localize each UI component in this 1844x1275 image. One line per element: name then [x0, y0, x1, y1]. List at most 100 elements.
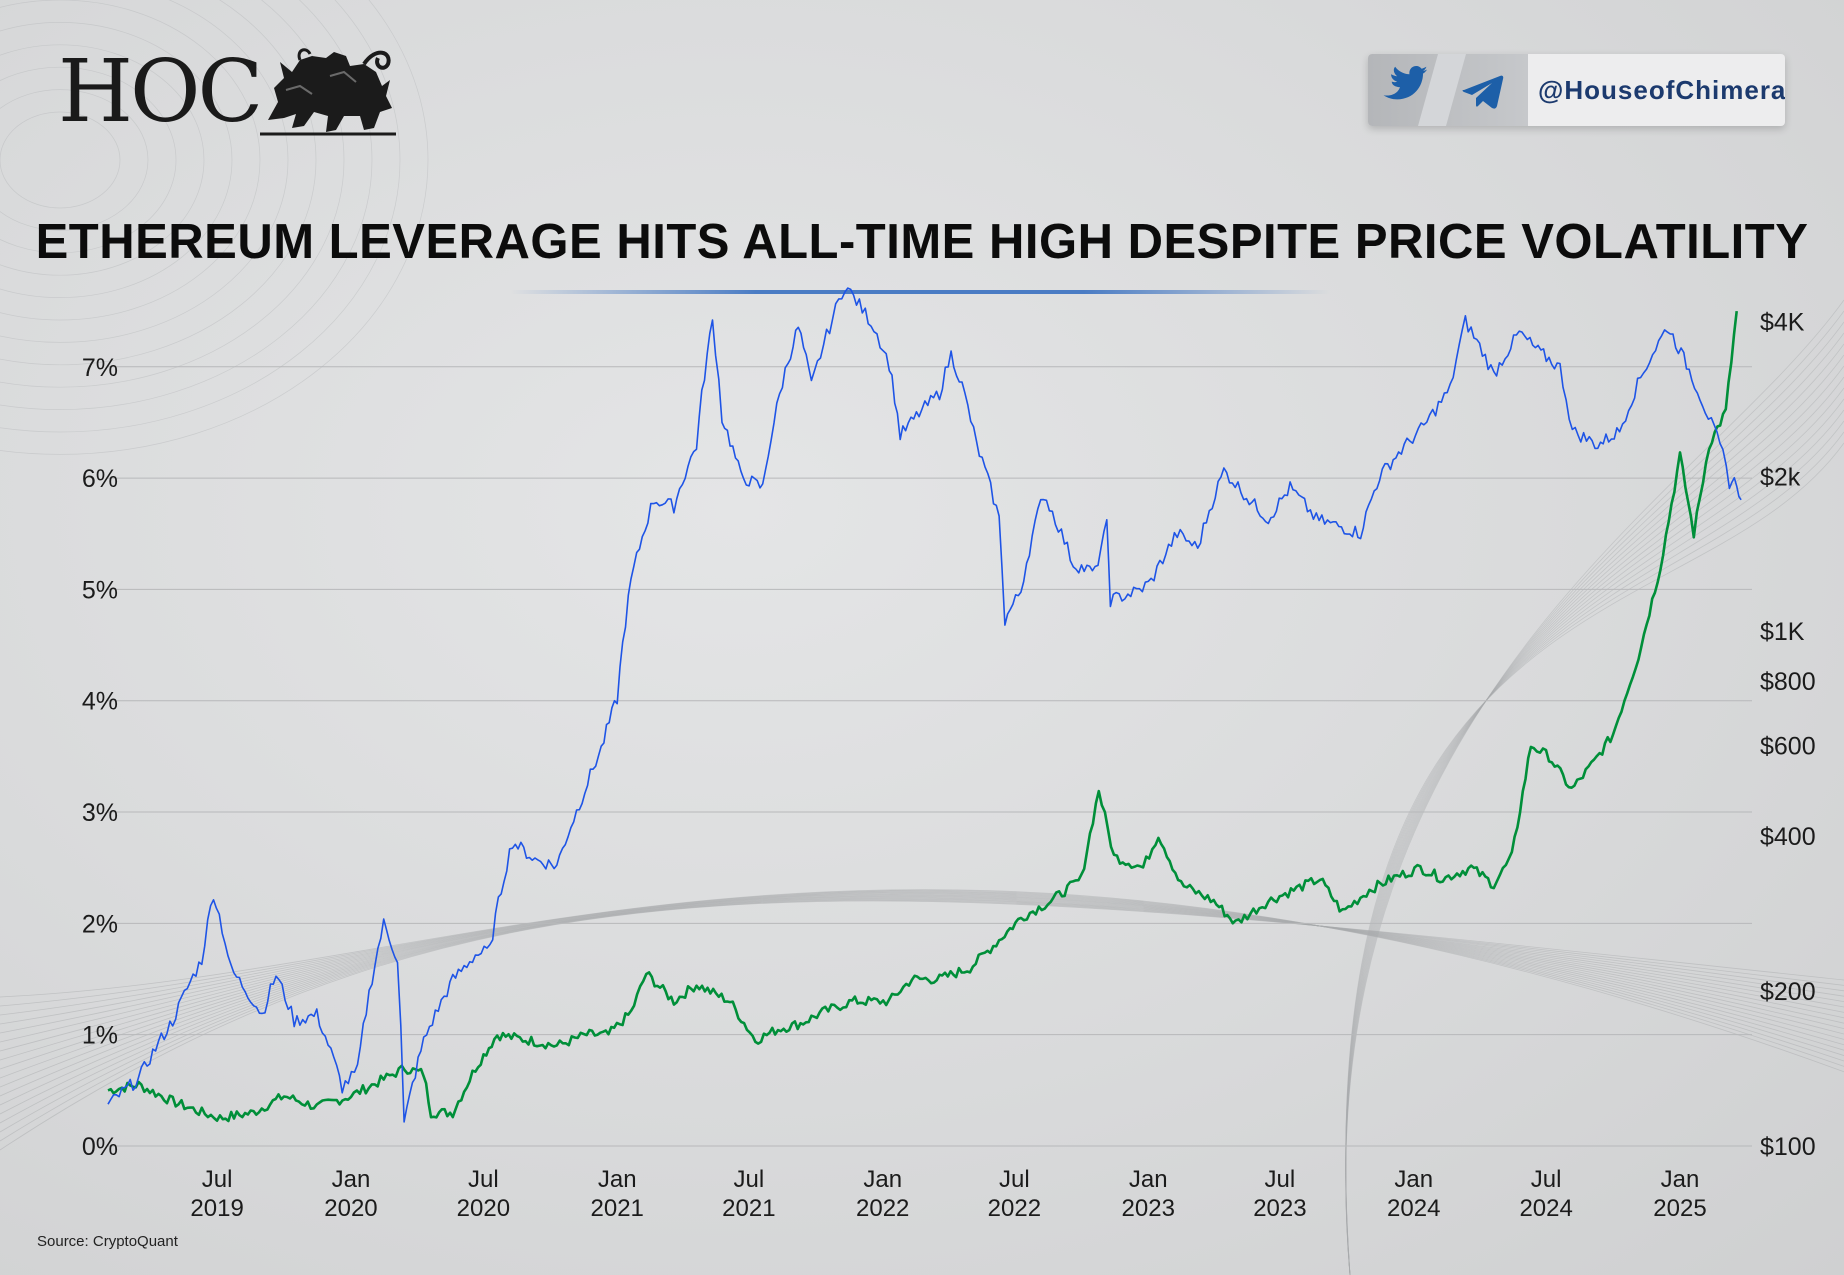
social-badge: @HouseofChimera — [1368, 54, 1785, 126]
x-tick-year: 2025 — [1653, 1195, 1706, 1222]
x-tick-year: 2021 — [722, 1195, 775, 1222]
x-tick-year: 2024 — [1519, 1195, 1572, 1222]
x-tick-month: Jan — [332, 1166, 371, 1193]
background-wave — [1345, 321, 1844, 1275]
background-wave — [1345, 343, 1844, 1275]
y-right-tick-label: $4K — [1760, 308, 1805, 336]
y-left-tick-label: 6% — [82, 465, 118, 493]
background-arc — [0, 89, 149, 231]
background-wave — [0, 898, 1844, 1124]
telegram-icon[interactable] — [1462, 75, 1504, 109]
y-left-tick-label: 3% — [82, 799, 118, 827]
background-wave — [1345, 398, 1844, 1275]
leverage-series-line — [107, 310, 1738, 1123]
logo-text: HOC — [58, 42, 263, 142]
background-wave — [1345, 409, 1844, 1275]
x-tick-year: 2019 — [190, 1195, 243, 1222]
background-arc — [0, 111, 121, 209]
background-wave — [0, 897, 1844, 1106]
y-left-tick-label: 5% — [82, 576, 118, 604]
twitter-icon[interactable] — [1383, 66, 1428, 100]
x-tick-month: Jan — [1129, 1166, 1168, 1193]
background-wave — [1345, 387, 1844, 1275]
background-wave — [1345, 299, 1844, 1275]
x-tick-month: Jul — [734, 1166, 765, 1193]
social-handle[interactable]: @HouseofChimera — [1538, 74, 1785, 105]
background-wave — [0, 899, 1844, 1133]
background-wave — [0, 900, 1844, 1151]
x-tick-month: Jul — [202, 1166, 233, 1193]
background-wave — [0, 891, 1844, 1056]
x-tick-month: Jan — [863, 1166, 902, 1193]
background-wave — [1345, 354, 1844, 1275]
background-wave — [0, 889, 1844, 1067]
x-tick-month: Jul — [1265, 1166, 1296, 1193]
y-left-tick-label: 2% — [82, 910, 118, 938]
x-tick-year: 2023 — [1122, 1195, 1175, 1222]
background-wave — [0, 900, 1844, 1142]
background-wave — [1345, 310, 1844, 1275]
background-wave — [1345, 431, 1844, 1275]
social-icon-strip — [1383, 54, 1504, 126]
y-right-tick-label: $800 — [1760, 668, 1816, 696]
x-tick-year: 2020 — [324, 1195, 377, 1222]
y-right-tick-label: $600 — [1760, 732, 1816, 760]
background-arc — [0, 66, 177, 254]
y-right-tick-label: $200 — [1760, 978, 1816, 1006]
background-wave — [0, 889, 1844, 1073]
background-arc — [0, 0, 317, 366]
background-wave — [1345, 365, 1844, 1275]
y-left-tick-label: 4% — [82, 688, 118, 716]
price-series-line — [107, 287, 1742, 1123]
y-right-tick-label: $1K — [1760, 618, 1805, 646]
background-wave — [1345, 420, 1844, 1275]
x-tick-month: Jul — [1531, 1166, 1562, 1193]
gridlines — [108, 366, 1752, 1147]
hoc-logo: HOC — [58, 42, 400, 142]
y-axis-left: 0% 1% 2% 3% 4% 5% 6% 7% — [82, 354, 118, 1161]
background-wave — [1345, 442, 1844, 1275]
title-underline — [510, 290, 1330, 294]
x-axis: Jul2019Jan2020Jul2020Jan2021Jul2021Jan20… — [190, 1166, 1706, 1222]
social-icons — [1368, 54, 1528, 126]
background-wave — [0, 898, 1844, 1115]
series-lines — [107, 287, 1742, 1123]
background-arc — [0, 0, 429, 455]
background-wave — [0, 890, 1844, 1062]
background-wave — [0, 894, 1844, 1061]
background-wave — [1345, 376, 1844, 1275]
x-tick-year: 2020 — [457, 1195, 510, 1222]
x-tick-year: 2024 — [1387, 1195, 1440, 1222]
background-wave — [0, 895, 1844, 1079]
background-wave — [0, 894, 1844, 1070]
background-wave — [0, 896, 1844, 1097]
y-axis-right: $100 $200 $400 $600 $800 $1K $2k $4K — [1760, 308, 1816, 1161]
chimera-icon — [260, 48, 397, 136]
background-arc — [0, 22, 233, 298]
y-left-tick-label: 0% — [82, 1133, 118, 1161]
x-tick-month: Jan — [598, 1166, 637, 1193]
x-tick-month: Jan — [1394, 1166, 1433, 1193]
background-arc — [0, 0, 261, 321]
y-right-tick-label: $2k — [1760, 463, 1801, 491]
chart-title: ETHEREUM LEVERAGE HITS ALL-TIME HIGH DES… — [35, 215, 1809, 269]
x-tick-year: 2022 — [856, 1195, 909, 1222]
x-tick-month: Jul — [468, 1166, 499, 1193]
background-wave — [0, 896, 1844, 1088]
y-left-tick-label: 1% — [82, 1022, 118, 1050]
background-arc — [0, 0, 401, 433]
x-tick-year: 2022 — [988, 1195, 1041, 1222]
background-arc — [0, 44, 205, 276]
x-tick-month: Jul — [999, 1166, 1030, 1193]
y-right-tick-label: $400 — [1760, 823, 1816, 851]
y-right-tick-label: $100 — [1760, 1133, 1816, 1161]
x-tick-month: Jan — [1661, 1166, 1700, 1193]
background-arc — [0, 0, 289, 343]
x-tick-year: 2021 — [591, 1195, 644, 1222]
x-tick-year: 2023 — [1253, 1195, 1306, 1222]
y-left-tick-label: 7% — [82, 354, 118, 382]
background-arc — [0, 0, 345, 388]
